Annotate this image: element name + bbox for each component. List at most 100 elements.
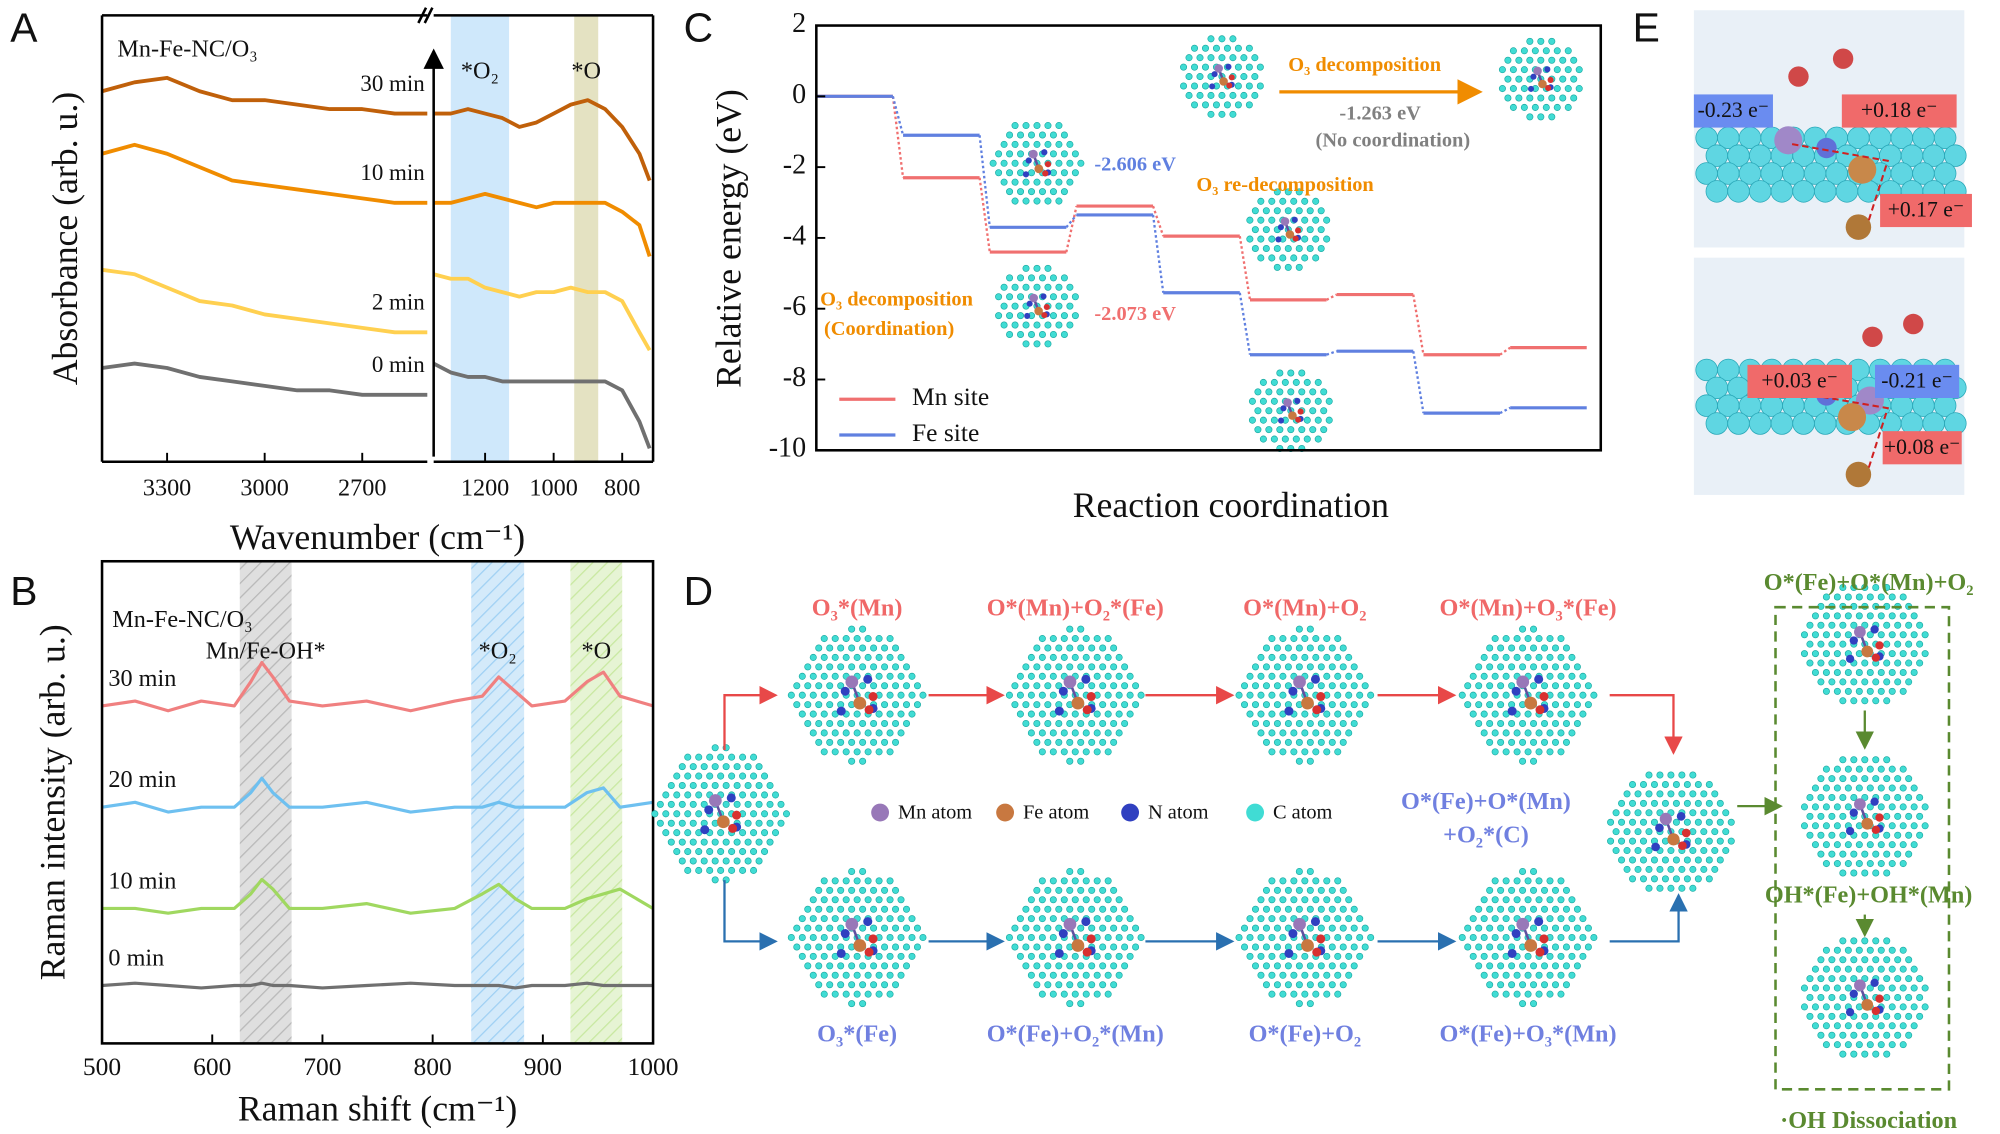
carbon-atom (1295, 962, 1303, 970)
carbon-atom (1328, 886, 1336, 894)
carbon-atom (739, 829, 747, 837)
carbon-atom (1234, 44, 1242, 52)
connector (1065, 205, 1078, 253)
spectrum-line (101, 267, 428, 335)
carbon-atom (1027, 896, 1035, 904)
carbon-atom (1806, 659, 1814, 667)
carbon-atom (1502, 990, 1510, 998)
carbon-atom (1229, 110, 1237, 118)
carbon-atom (1295, 719, 1303, 728)
carbon-atom (1894, 621, 1902, 629)
carbon-atom (717, 848, 725, 856)
carbon-atom (1546, 896, 1554, 904)
carbon-atom (1883, 640, 1891, 648)
carbon-atom (1262, 924, 1270, 932)
carbon-atom (1883, 697, 1891, 705)
carbon-atom (711, 744, 719, 752)
carbon-atom (1508, 886, 1516, 894)
carbon-atom (842, 877, 850, 885)
carbon-atom (1284, 644, 1292, 652)
carbon-atom (1800, 984, 1808, 992)
carbon-atom (1672, 875, 1680, 883)
carbon-atom (733, 800, 741, 808)
carbon-atom (1530, 644, 1538, 652)
carbon-atom (820, 896, 828, 904)
carbon-atom (1905, 659, 1913, 667)
mn-atom (1029, 293, 1039, 303)
carbon-atom (1060, 293, 1068, 301)
carbon-atom (772, 829, 780, 837)
carbon-atom (908, 934, 916, 942)
carbon-atom (837, 682, 845, 690)
carbon-atom (1356, 710, 1364, 718)
panel-letter: D (684, 568, 713, 614)
carbon-atom (826, 701, 834, 709)
carbon-atom (1126, 952, 1134, 960)
legend-label: Fe atom (1023, 801, 1089, 823)
carbon-atom (1866, 803, 1874, 811)
mn-atom (1516, 675, 1530, 689)
carbon-atom (1273, 663, 1281, 671)
carbon-atom (804, 905, 812, 913)
carbon-atom (1279, 254, 1287, 262)
spectrum-line (101, 660, 654, 713)
carbon-atom (1033, 340, 1041, 348)
carbon-atom (881, 886, 889, 894)
carbon-atom (1273, 644, 1281, 652)
carbon-atom (892, 962, 900, 970)
carbon-atom (1251, 54, 1259, 62)
nitrogen-atom (836, 706, 846, 716)
carbon-atom (1861, 831, 1869, 839)
carbon-atom (1257, 254, 1265, 262)
o-atom (1295, 416, 1302, 423)
carbon-atom (1060, 971, 1068, 979)
carbon-atom (919, 691, 927, 699)
carbon-atom (1894, 793, 1902, 801)
legend-label: Mn site (912, 382, 989, 411)
carbon-atom (1833, 687, 1841, 695)
carbon-atom (1055, 905, 1063, 913)
carbon-atom (1530, 981, 1538, 989)
carbon-atom (1855, 593, 1863, 601)
carbon-atom (1910, 668, 1918, 676)
fe-atom (1219, 77, 1228, 86)
carbon-atom (1066, 886, 1074, 894)
carbon-atom (1071, 952, 1079, 960)
carbon-atom (1497, 905, 1505, 913)
panel-letter: A (10, 4, 38, 50)
carbon-atom (1899, 784, 1907, 792)
carbon-atom (848, 981, 856, 989)
nitrogen-atom (840, 929, 850, 939)
carbon-atom (1044, 264, 1052, 272)
carbon-atom (1312, 748, 1320, 756)
carbon-atom (870, 924, 878, 932)
carbon-atom (1320, 388, 1328, 396)
carbon-atom (1066, 738, 1074, 746)
carbon-atom (1513, 748, 1521, 756)
carbon-atom (1312, 971, 1320, 979)
carbon-atom (1905, 1012, 1913, 1020)
carbon-atom (1279, 729, 1287, 737)
nitrogen-atom (1544, 66, 1551, 73)
carbon-atom (1273, 905, 1281, 913)
carbon-atom (1491, 729, 1499, 737)
carbon-atom (1607, 837, 1615, 845)
carbon-atom (1508, 981, 1516, 989)
carbon-atom (1530, 867, 1538, 875)
carbon-atom (1839, 812, 1847, 820)
carbon-atom (689, 781, 697, 790)
carbon-atom (1551, 738, 1559, 746)
carbon-atom (1104, 672, 1112, 680)
carbon-atom (1115, 952, 1123, 960)
carbon-atom (1038, 971, 1046, 979)
carbon-atom (1480, 710, 1488, 718)
carbon-atom (1515, 75, 1523, 83)
carbon-atom (1557, 971, 1565, 979)
carbon-atom (1828, 1031, 1836, 1039)
nitrogen-atom (1849, 808, 1858, 817)
o-atom (1082, 705, 1092, 715)
carbon-atom (1077, 738, 1085, 746)
series-label: 10 min (108, 867, 176, 894)
carbon-atom (1850, 937, 1858, 945)
carbon-atom (1557, 877, 1565, 885)
